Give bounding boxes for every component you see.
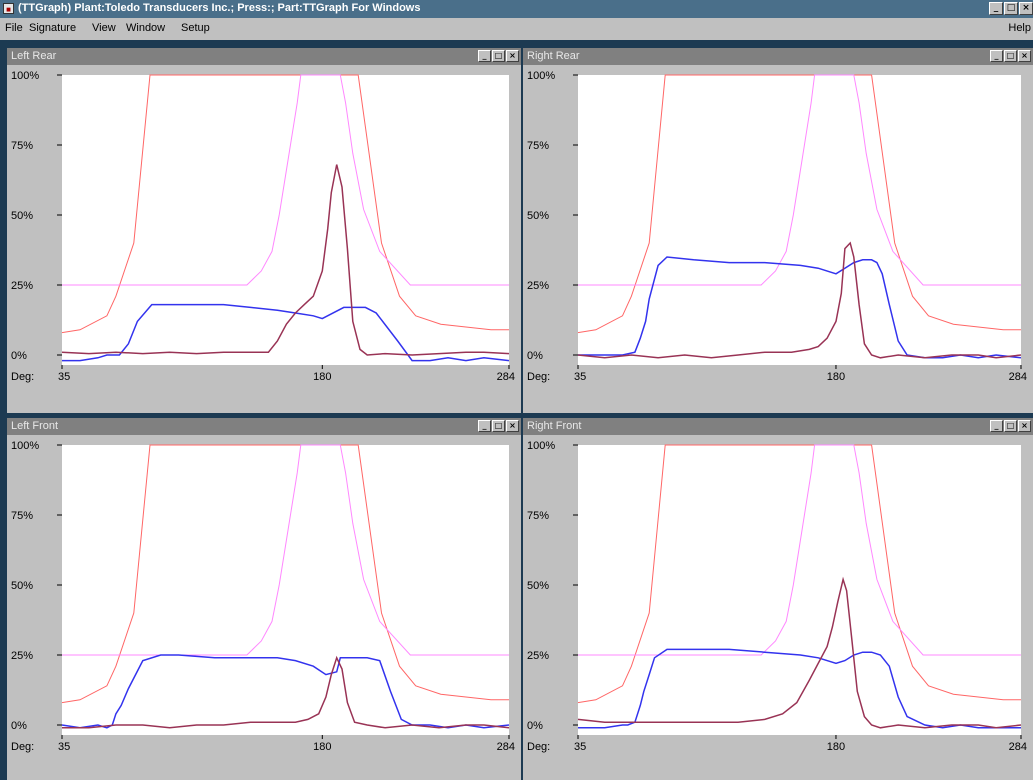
close-button[interactable]: × <box>506 420 519 432</box>
y-tick-label: 100% <box>527 70 555 82</box>
menu-window[interactable]: Window <box>126 22 166 34</box>
chart-window-right-front[interactable]: Right Front _ □ × 100% 75% 50% 25% 0% Deg: 35 180 28… <box>523 418 1033 780</box>
maximize-button[interactable]: □ <box>1004 50 1017 62</box>
close-button[interactable]: × <box>1018 50 1031 62</box>
x-tick-label: 284 <box>1009 741 1027 753</box>
envelope-curve <box>578 444 1021 656</box>
plot-area <box>62 75 509 365</box>
x-axis-prefix: Deg: <box>527 741 550 753</box>
limit-curve <box>61 444 509 704</box>
window-controls: _ □ × <box>988 2 1033 15</box>
x-tick-label: 35 <box>58 741 70 753</box>
x-tick-label: 284 <box>497 741 515 753</box>
window-title: (TTGraph) Plant:Toledo Transducers Inc.;… <box>18 2 421 14</box>
menu-setup[interactable]: Setup <box>181 22 210 34</box>
maximize-button[interactable]: □ <box>1004 420 1017 432</box>
x-axis-prefix: Deg: <box>527 371 550 383</box>
y-tick-label: 25% <box>527 650 549 662</box>
envelope-curve <box>62 444 509 656</box>
y-tick-label: 75% <box>11 140 33 152</box>
menu-signature[interactable]: Signature <box>29 22 77 34</box>
signature-chart: 100% 75% 50% 25% 0% Deg: 35 180 284 <box>11 70 515 383</box>
y-tick-label: 50% <box>11 580 33 592</box>
chart-window-left-front[interactable]: Left Front _ □ × 100% 75% 50% 25% 0% Deg: 35 180 284 <box>7 418 521 780</box>
y-tick-label: 0% <box>527 350 543 362</box>
maximize-button[interactable]: □ <box>1004 2 1018 15</box>
chart-window-title: Right Front <box>527 420 582 432</box>
x-tick-label: 180 <box>313 371 331 383</box>
x-axis-prefix: Deg: <box>11 741 34 753</box>
limit-curve <box>577 74 1021 334</box>
chart-window-titlebar[interactable]: Left Front _ □ × <box>7 418 521 435</box>
menu-bar: File Signature View Window Setup Help <box>0 18 1033 40</box>
y-tick-label: 100% <box>11 70 39 82</box>
maximize-button[interactable]: □ <box>492 50 505 62</box>
title-bar: ■ (TTGraph) Plant:Toledo Transducers Inc… <box>0 0 1033 18</box>
close-button[interactable]: × <box>1018 420 1031 432</box>
y-tick-label: 75% <box>11 510 33 522</box>
x-tick-label: 284 <box>497 371 515 383</box>
maximize-button[interactable]: □ <box>492 420 505 432</box>
chart-window-controls: _ □ × <box>477 50 519 62</box>
y-tick-label: 0% <box>11 720 27 732</box>
signature-chart: 100% 75% 50% 25% 0% Deg: 35 180 284 <box>11 440 515 753</box>
signature-curve-red <box>577 241 1022 359</box>
minimize-button[interactable]: _ <box>990 420 1003 432</box>
chart-window-left-rear[interactable]: Left Rear _ □ × 100% 75% 50% 25% 0% Deg: 35 180 284 <box>7 48 521 413</box>
minimize-button[interactable]: _ <box>990 50 1003 62</box>
signature-chart: 100% 75% 50% 25% 0% Deg: 35 180 284 <box>527 440 1027 753</box>
x-tick-label: 180 <box>313 741 331 753</box>
y-tick-label: 100% <box>11 440 39 452</box>
chart-window-titlebar[interactable]: Right Front _ □ × <box>523 418 1033 435</box>
x-tick-label: 35 <box>574 741 586 753</box>
plot-area <box>578 75 1021 365</box>
plot-area <box>62 445 509 735</box>
y-tick-label: 50% <box>527 210 549 222</box>
chart-window-titlebar[interactable]: Left Rear _ □ × <box>7 48 521 65</box>
x-tick-label: 180 <box>827 741 845 753</box>
chart-window-right-rear[interactable]: Right Rear _ □ × 100% 75% 50% 25% 0% Deg: 35 180 284 <box>523 48 1033 413</box>
signature-chart: 100% 75% 50% 25% 0% Deg: 35 180 284 <box>527 70 1027 383</box>
y-tick-label: 75% <box>527 510 549 522</box>
minimize-button[interactable]: _ <box>478 420 491 432</box>
y-tick-label: 25% <box>527 280 549 292</box>
y-tick-label: 25% <box>11 650 33 662</box>
chart-window-controls: _ □ × <box>477 420 519 432</box>
y-tick-label: 50% <box>11 210 33 222</box>
menu-file[interactable]: File <box>5 22 23 34</box>
minimize-button[interactable]: _ <box>478 50 491 62</box>
limit-curve <box>61 74 509 334</box>
x-tick-label: 180 <box>827 371 845 383</box>
x-tick-label: 35 <box>58 371 70 383</box>
y-tick-label: 50% <box>527 580 549 592</box>
y-tick-label: 0% <box>527 720 543 732</box>
close-button[interactable]: × <box>1019 2 1033 15</box>
menu-view[interactable]: View <box>92 22 116 34</box>
chart-window-controls: _ □ × <box>989 50 1031 62</box>
chart-window-controls: _ □ × <box>989 420 1031 432</box>
minimize-button[interactable]: _ <box>989 2 1003 15</box>
signature-curve-red <box>62 655 510 729</box>
chart-window-title: Left Front <box>11 420 59 432</box>
x-tick-label: 284 <box>1009 371 1027 383</box>
chart-window-title: Right Rear <box>527 50 580 62</box>
envelope-curve <box>62 74 509 286</box>
app-icon[interactable]: ■ <box>3 3 14 14</box>
y-tick-label: 75% <box>527 140 549 152</box>
signature-curve-red <box>577 576 1022 729</box>
x-axis-prefix: Deg: <box>11 371 34 383</box>
x-tick-label: 35 <box>574 371 586 383</box>
chart-window-titlebar[interactable]: Right Rear _ □ × <box>523 48 1033 65</box>
signature-curve-blue <box>578 648 1021 729</box>
signature-curve-red <box>61 164 510 356</box>
chart-window-title: Left Rear <box>11 50 57 62</box>
y-tick-label: 100% <box>527 440 555 452</box>
y-tick-label: 25% <box>11 280 33 292</box>
menu-help[interactable]: Help <box>1008 22 1031 34</box>
limit-curve <box>577 444 1021 704</box>
y-tick-label: 0% <box>11 350 27 362</box>
close-button[interactable]: × <box>506 50 519 62</box>
